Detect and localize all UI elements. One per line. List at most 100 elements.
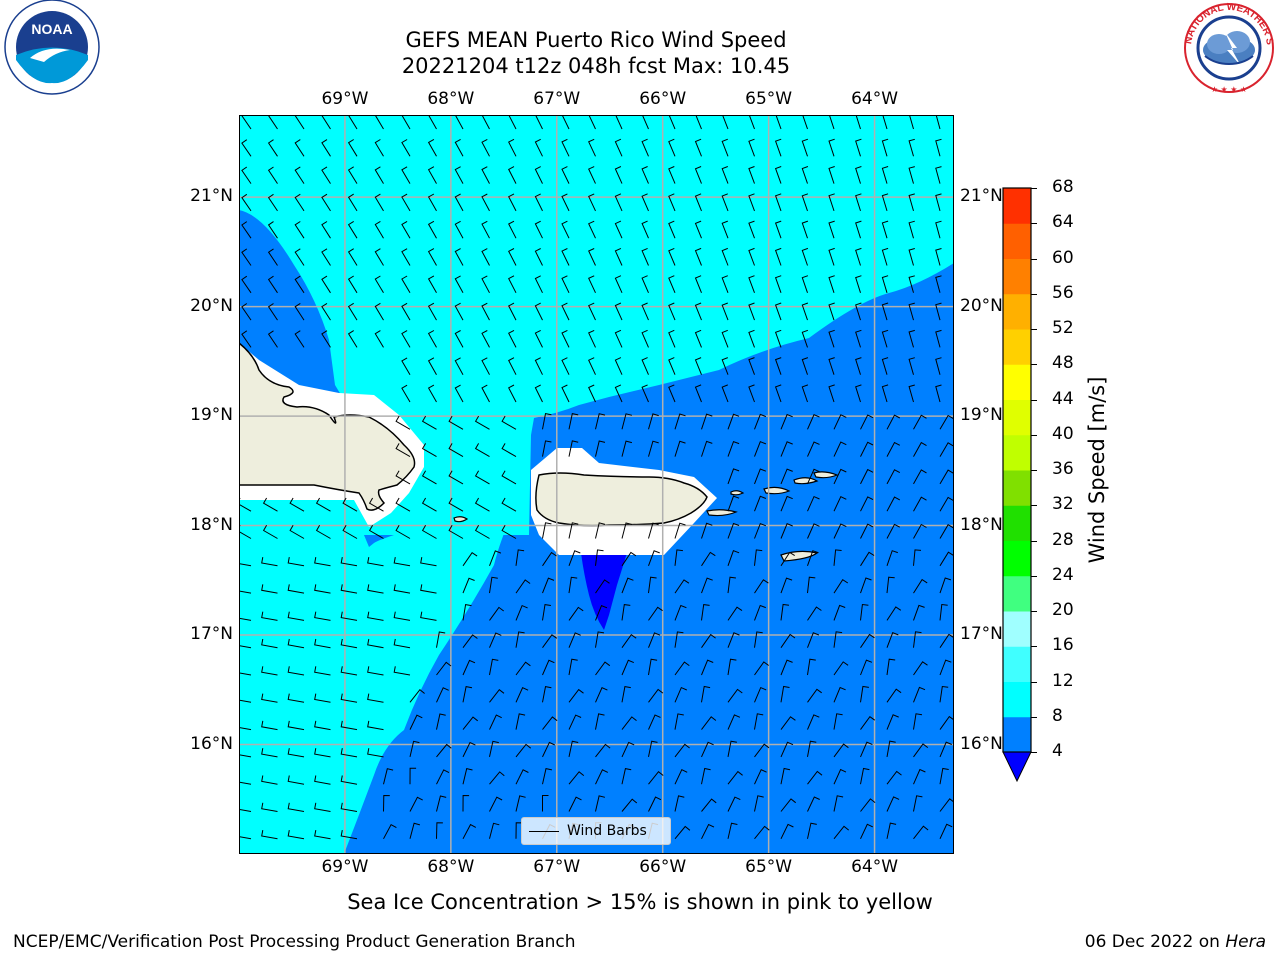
wind-barb bbox=[828, 357, 835, 375]
wind-barb bbox=[294, 139, 305, 157]
wind-barb bbox=[828, 329, 835, 348]
wind-barb bbox=[727, 495, 740, 512]
wind-barb bbox=[595, 769, 609, 785]
wind-barb bbox=[913, 795, 923, 812]
wind-barb bbox=[561, 329, 570, 348]
wind-barb bbox=[694, 166, 702, 184]
wind-barb bbox=[939, 823, 953, 840]
lon-label-top: 64°W bbox=[851, 89, 899, 109]
wind-barb bbox=[481, 193, 490, 212]
colorbar-band bbox=[1003, 293, 1031, 330]
wind-barb bbox=[674, 440, 686, 457]
wind-barb bbox=[701, 633, 716, 648]
wind-barb bbox=[621, 522, 633, 539]
colorbar-band bbox=[1003, 258, 1031, 295]
wind-barb bbox=[701, 604, 710, 621]
wind-barb bbox=[340, 666, 358, 676]
colorbar-tick-mark bbox=[1031, 575, 1037, 577]
wind-barb bbox=[241, 303, 252, 321]
wind-barb bbox=[641, 166, 649, 184]
wind-barb bbox=[727, 606, 743, 621]
wind-barb bbox=[833, 496, 847, 512]
wind-barb bbox=[294, 302, 305, 321]
wind-barb bbox=[267, 303, 278, 321]
island-culebra bbox=[730, 490, 745, 496]
noaa-logo: NOAA bbox=[4, 0, 100, 95]
wind-barb bbox=[807, 714, 820, 730]
wind-barb bbox=[261, 611, 278, 621]
wind-barb bbox=[694, 357, 702, 375]
wind-barb bbox=[420, 557, 437, 567]
wind-barb bbox=[474, 525, 490, 539]
wind-barb bbox=[833, 768, 847, 785]
wind-barb bbox=[648, 658, 658, 676]
wind-barb bbox=[401, 330, 411, 348]
wind-barb bbox=[501, 470, 517, 485]
colorbar-tick-label: 16 bbox=[1052, 635, 1074, 656]
wind-barb bbox=[427, 357, 437, 375]
wind-barb bbox=[474, 415, 490, 430]
wind-barb bbox=[241, 139, 252, 157]
wind-barb bbox=[501, 443, 517, 458]
wind-barb bbox=[701, 798, 717, 812]
wind-barb bbox=[754, 495, 767, 512]
colorbar-tick-mark bbox=[1031, 681, 1037, 683]
wind-barb bbox=[886, 496, 901, 512]
wind-barb bbox=[694, 275, 702, 293]
wind-barb bbox=[774, 193, 782, 212]
wind-barb bbox=[427, 220, 437, 239]
wind-barb bbox=[648, 796, 662, 812]
wind-barb bbox=[454, 302, 464, 321]
wind-barb bbox=[774, 220, 782, 239]
wind-barb bbox=[347, 193, 358, 212]
wind-barb bbox=[694, 384, 702, 403]
lon-label-top: 69°W bbox=[321, 89, 369, 109]
wind-barb bbox=[481, 384, 490, 403]
wind-barb bbox=[454, 384, 464, 403]
wind-barb bbox=[801, 138, 809, 157]
wind-barb bbox=[727, 522, 740, 539]
lat-label-right: 19°N bbox=[960, 405, 1003, 426]
wind-barb bbox=[454, 166, 464, 184]
wind-barb bbox=[614, 138, 623, 157]
wind-barb bbox=[727, 413, 740, 430]
wind-barb bbox=[860, 577, 872, 594]
wind-barb bbox=[508, 166, 517, 184]
wind-barb bbox=[886, 576, 895, 594]
colorbar-band bbox=[1003, 188, 1031, 224]
wind-barb bbox=[855, 275, 862, 293]
wind-barb bbox=[881, 138, 889, 157]
wind-barb bbox=[860, 496, 874, 512]
wind-barb bbox=[674, 579, 690, 594]
wind-barb bbox=[774, 329, 782, 348]
wind-barb bbox=[807, 770, 823, 785]
wind-barb bbox=[913, 661, 928, 676]
wind-barb bbox=[395, 470, 411, 485]
wind-barb bbox=[239, 808, 252, 812]
wind-barb bbox=[674, 795, 685, 812]
wind-barb bbox=[315, 525, 331, 539]
wind-barb bbox=[701, 823, 715, 840]
wind-barb bbox=[881, 220, 889, 239]
wind-barb bbox=[913, 523, 927, 539]
wind-barb bbox=[347, 166, 358, 184]
wind-barb bbox=[754, 604, 766, 621]
wind-barb bbox=[935, 115, 941, 130]
lat-label-left: 18°N bbox=[190, 514, 233, 535]
wind-barb bbox=[454, 220, 464, 239]
wind-barb bbox=[674, 769, 688, 785]
wind-barb bbox=[913, 631, 922, 648]
wind-barb bbox=[780, 685, 790, 703]
wind-barb bbox=[314, 611, 331, 621]
wind-barb bbox=[833, 523, 847, 539]
wind-barb bbox=[595, 440, 606, 457]
wind-barb bbox=[668, 166, 676, 184]
wind-barb bbox=[239, 617, 252, 621]
wind-barb bbox=[421, 443, 437, 458]
footer-credit: NCEP/EMC/Verification Post Processing Pr… bbox=[13, 932, 576, 952]
wind-barb bbox=[261, 638, 278, 649]
wind-barb bbox=[542, 716, 558, 730]
wind-barb bbox=[860, 741, 873, 758]
wind-barb bbox=[561, 193, 570, 212]
wind-barb bbox=[833, 441, 847, 457]
